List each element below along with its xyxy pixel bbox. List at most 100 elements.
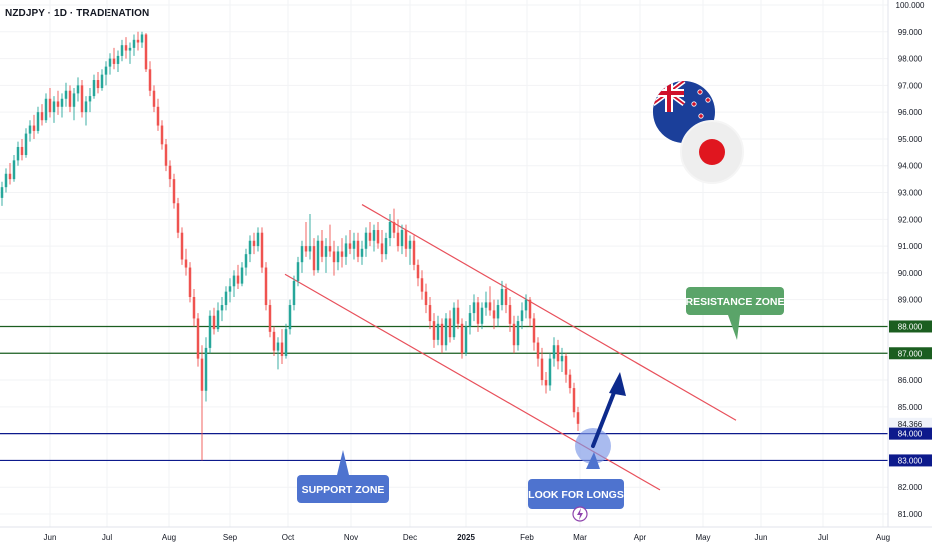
candle-body (352, 240, 356, 249)
candle-body (360, 248, 364, 257)
candle-body (544, 380, 548, 386)
candle-body (96, 80, 100, 89)
candle (100, 69, 104, 91)
candle-body (152, 90, 156, 107)
support-zone-callout: SUPPORT ZONE (297, 450, 389, 503)
candle (492, 299, 496, 330)
candle-body (8, 173, 12, 180)
candle-body (496, 305, 500, 319)
candle-body (184, 259, 188, 268)
candle (316, 235, 320, 273)
candle (576, 406, 580, 431)
candle-body (256, 232, 260, 247)
candle (552, 337, 556, 367)
candle (28, 120, 32, 142)
price-tick-label: 91.000 (898, 242, 923, 251)
candle (472, 294, 476, 322)
candle (0, 181, 4, 206)
level-price-tag (889, 320, 932, 333)
time-axis[interactable]: Jun Jul Aug Sep Oct Nov Dec 2025 Feb Mar Apr May Jun… (44, 533, 891, 542)
candle (480, 302, 484, 330)
candle (104, 61, 108, 86)
price-axis[interactable]: 100.000 99.000 98.000 97.000 96.000 95.000 94.… (889, 1, 932, 519)
candle (312, 238, 316, 276)
candle (344, 235, 348, 265)
candle-body (552, 345, 556, 359)
candle-body (420, 278, 424, 292)
candle-body (20, 146, 24, 156)
candle (432, 313, 436, 348)
japan-flag-icon (680, 120, 744, 184)
time-tick-label: Dec (403, 533, 417, 542)
price-tick-label: 99.000 (898, 28, 923, 37)
candle (144, 33, 148, 72)
candle (408, 235, 412, 265)
candle (508, 297, 512, 332)
candle (260, 227, 264, 273)
candle-body (560, 355, 564, 362)
candle-body (444, 318, 448, 346)
candle-body (196, 318, 200, 359)
candle-body (528, 299, 532, 319)
candle-body (264, 267, 268, 306)
candle-body (380, 243, 384, 255)
candle-body (300, 246, 304, 263)
candle (72, 88, 76, 121)
candle-body (240, 267, 244, 284)
candle (264, 262, 268, 311)
price-tick-label: 85.000 (898, 403, 923, 412)
candle-body (344, 243, 348, 257)
time-tick-label: Oct (282, 533, 295, 542)
grid-lines (0, 0, 888, 527)
candle-body (24, 133, 28, 156)
candle (304, 221, 308, 257)
candle-body (32, 125, 36, 131)
candle-body (516, 321, 520, 346)
candle (528, 297, 532, 327)
candle (128, 42, 132, 64)
candle (532, 313, 536, 351)
candle (156, 98, 160, 131)
candle-body (216, 310, 220, 330)
candle (288, 299, 292, 335)
candle-body (428, 305, 432, 322)
candle-body (316, 240, 320, 271)
candle-body (304, 246, 308, 252)
candle (108, 53, 112, 75)
candle-body (276, 342, 280, 351)
candle (420, 270, 424, 300)
level-price-tag (889, 347, 932, 360)
candle-body (288, 305, 292, 330)
candle-body (4, 173, 8, 188)
candle (92, 74, 96, 99)
candle (456, 299, 460, 330)
candle (464, 321, 468, 356)
channel-upper-line (361, 204, 737, 421)
candle-body (484, 302, 488, 308)
level-price-label: 83.000 (898, 456, 923, 465)
time-tick-label: Aug (876, 533, 890, 542)
candle (428, 297, 432, 330)
support-zone-label: SUPPORT ZONE (302, 484, 385, 496)
candle-body (104, 66, 108, 75)
candle (448, 310, 452, 343)
candle-body (48, 98, 52, 113)
price-tick-label: 97.000 (898, 81, 923, 90)
candle (48, 88, 52, 118)
candle-body (260, 232, 264, 268)
candle (240, 262, 244, 287)
candle-body (432, 321, 436, 340)
candle-body (208, 315, 212, 348)
candle (220, 297, 224, 322)
candle-body (172, 179, 176, 204)
candle-body (448, 318, 452, 338)
candle (80, 80, 84, 118)
lightning-event-icon[interactable] (572, 506, 588, 522)
candle-body (68, 90, 72, 107)
candle-body (252, 240, 256, 247)
candle (16, 141, 20, 166)
candle-body (372, 230, 376, 241)
candle-body (400, 230, 404, 247)
